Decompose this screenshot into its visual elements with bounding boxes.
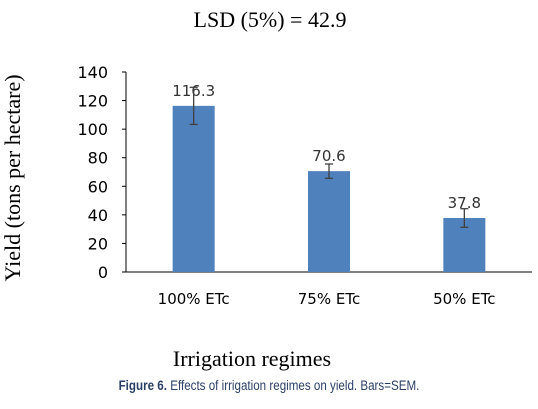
y-tick-label: 0 (98, 263, 108, 282)
y-tick-label: 40 (88, 206, 108, 225)
y-tick-label: 60 (88, 177, 108, 196)
data-label: 37.8 (448, 194, 481, 212)
y-tick-label: 100 (77, 120, 108, 139)
x-tick-label: 50% ETc (433, 290, 495, 308)
y-tick-label: 80 (88, 149, 108, 168)
bar (308, 171, 350, 272)
chart-title: LSD (5%) = 42.9 (194, 7, 347, 32)
figure-caption-text: Effects of irrigation regimes on yield. … (166, 378, 420, 393)
x-tick-label: 75% ETc (298, 290, 360, 308)
data-label: 70.6 (312, 147, 345, 165)
x-tick-label: 100% ETc (158, 290, 230, 308)
bar (172, 105, 215, 272)
y-tick-label: 20 (88, 234, 108, 253)
figure-caption-label: Figure 6. (118, 378, 167, 393)
x-axis-label: Irrigation regimes (173, 346, 331, 371)
y-tick-label: 140 (77, 63, 108, 82)
y-axis-label: Yield (tons per hectare) (0, 74, 25, 281)
figure-caption: Figure 6. Effects of irrigation regimes … (38, 378, 501, 393)
y-tick-label: 120 (77, 92, 108, 111)
